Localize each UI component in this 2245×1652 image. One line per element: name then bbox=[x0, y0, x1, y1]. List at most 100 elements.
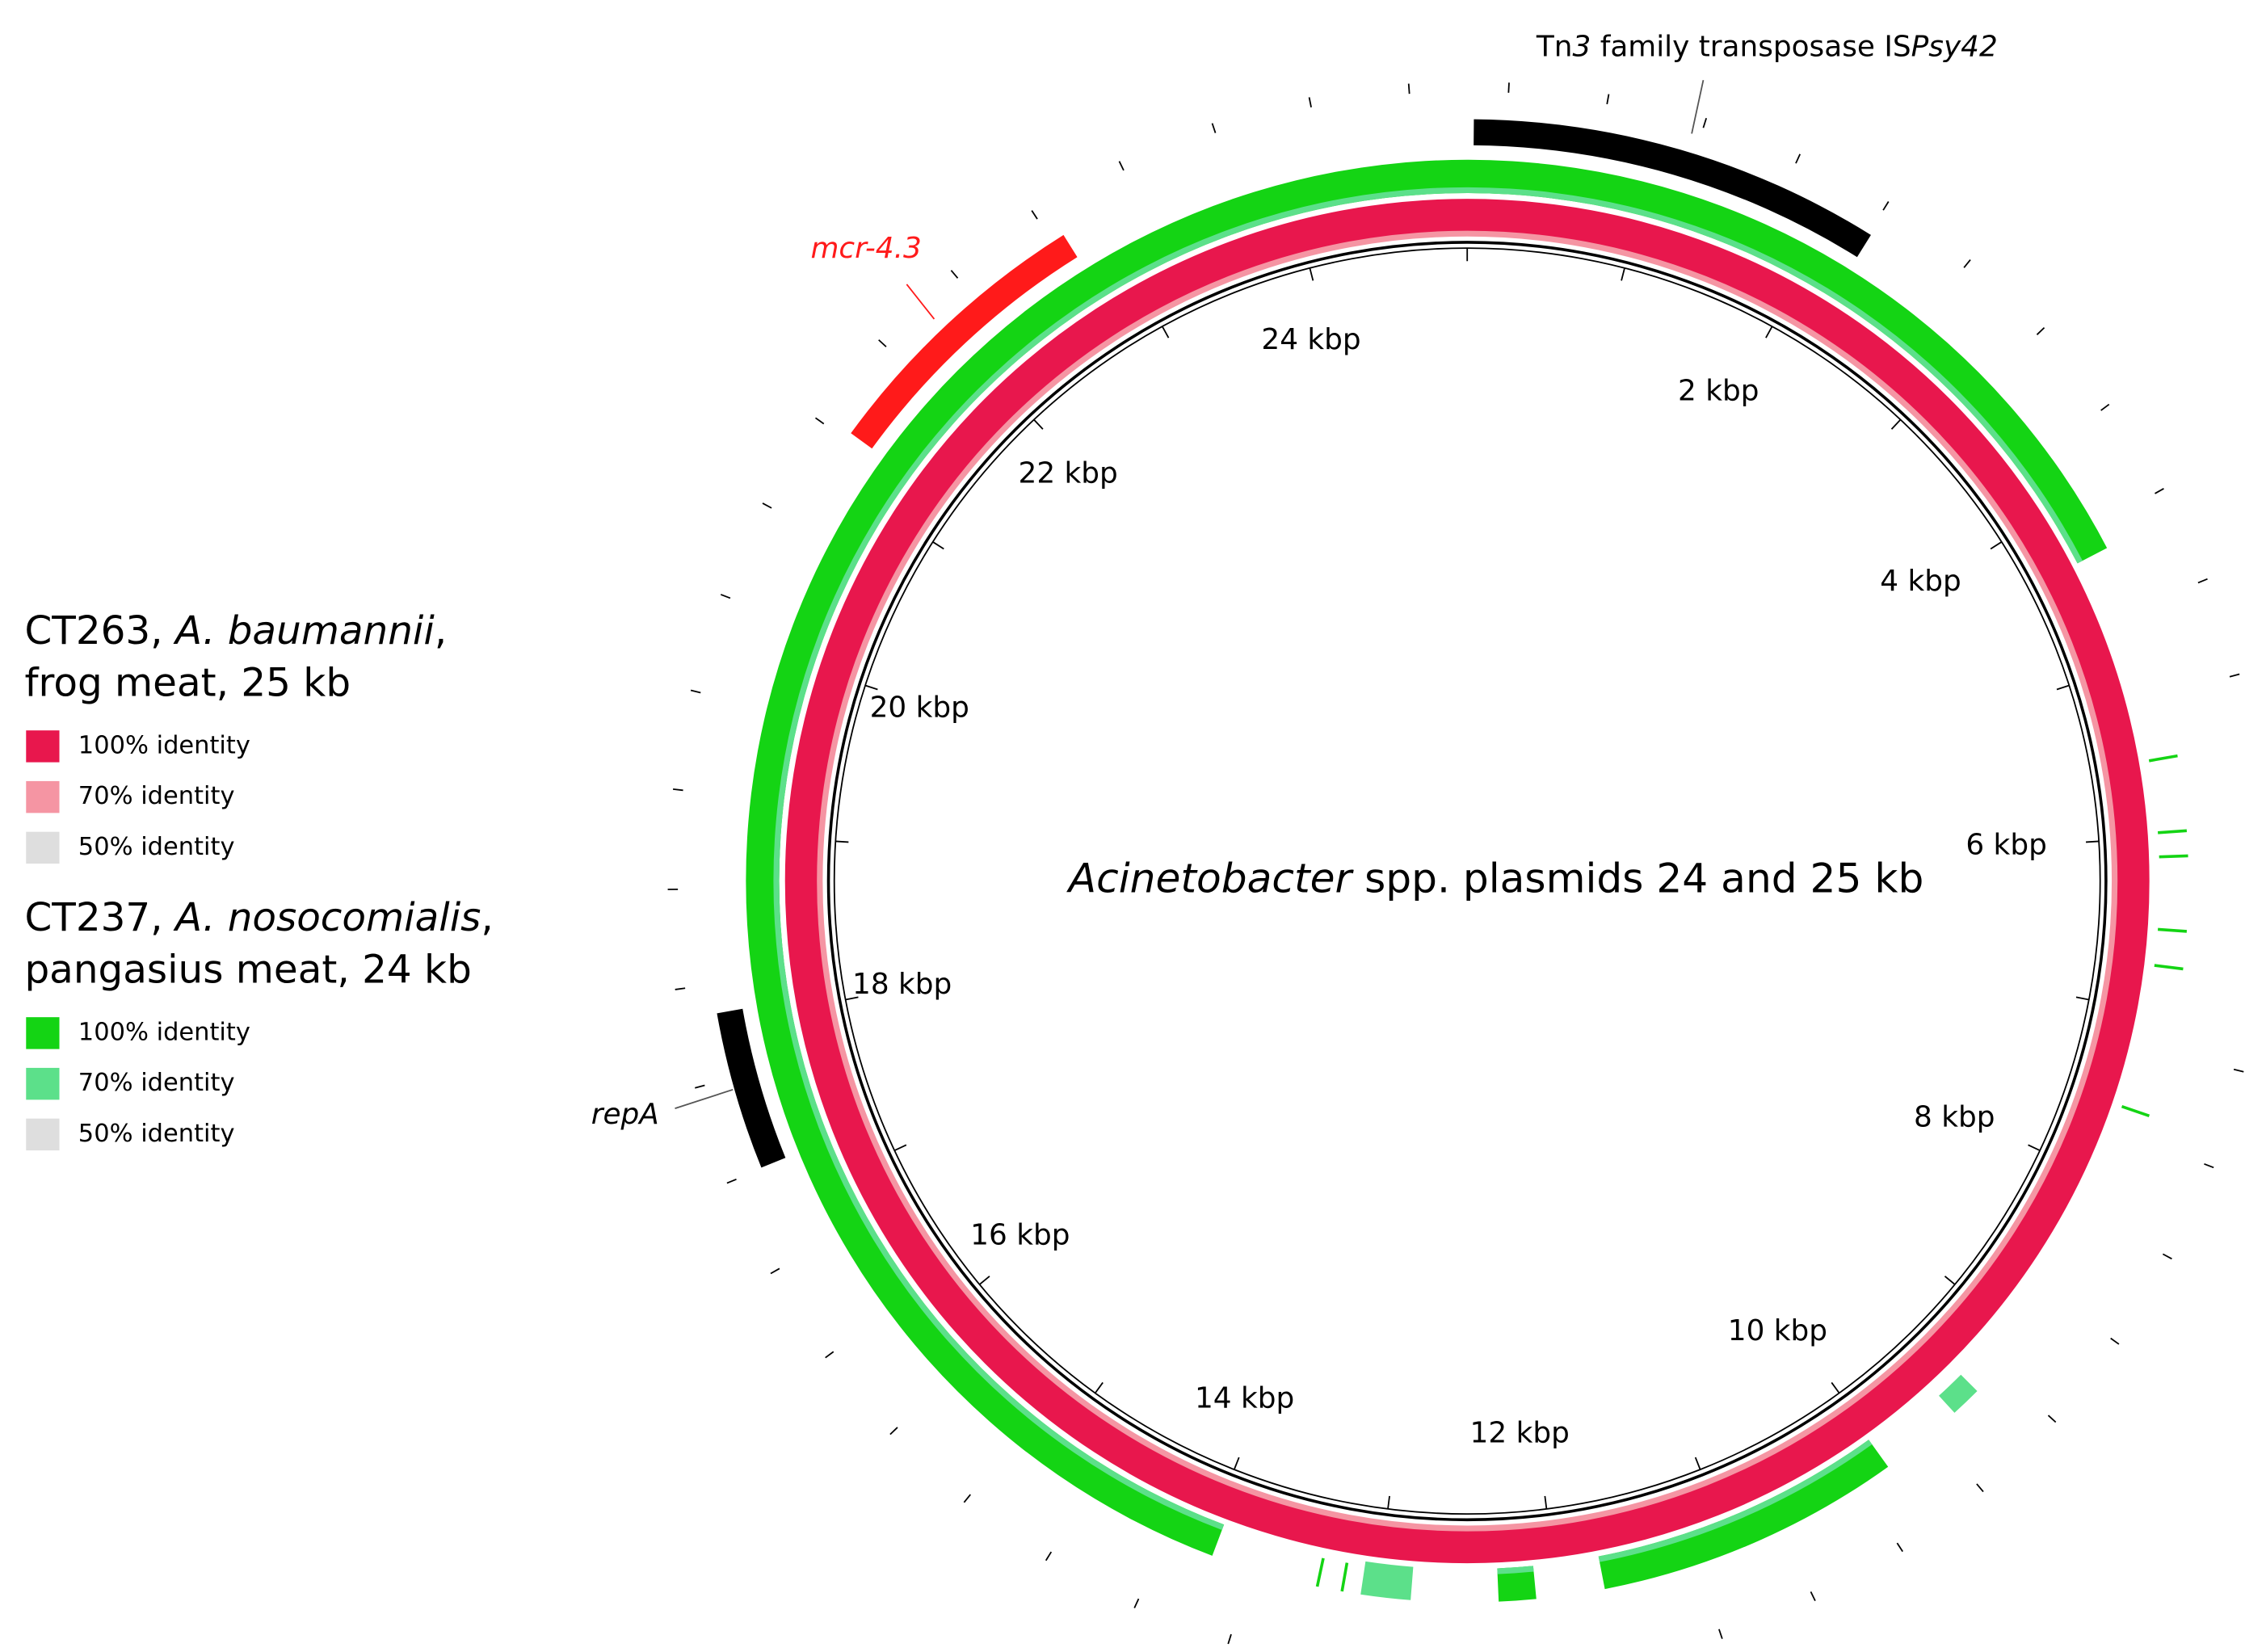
legend-title: CT263, A. baumannii, bbox=[24, 608, 447, 654]
outer-tick bbox=[1810, 1591, 1816, 1602]
inner-tick bbox=[2086, 840, 2100, 843]
inner-tick bbox=[932, 541, 944, 550]
outer-tick bbox=[770, 1267, 780, 1275]
inner-tick bbox=[893, 1144, 907, 1152]
outer-tick bbox=[2155, 488, 2164, 494]
outer-tick bbox=[1507, 82, 1510, 93]
legend-swatch bbox=[26, 780, 60, 813]
ring-ct237-hit bbox=[1315, 1557, 1325, 1587]
outer-tick bbox=[825, 1351, 835, 1359]
feature-label-run: 3 bbox=[1573, 31, 1591, 64]
feature-label-run: Tn bbox=[1536, 31, 1573, 64]
outer-tick bbox=[2204, 1162, 2214, 1169]
inner-tick bbox=[2075, 996, 2089, 1001]
ring-ct237-segment bbox=[1497, 1566, 1537, 1602]
outer-tick bbox=[1031, 210, 1038, 220]
position-label: 10 kbp bbox=[1728, 1314, 1827, 1347]
feature-arc bbox=[717, 1008, 786, 1168]
position-label: 20 kbp bbox=[870, 691, 969, 724]
inner-tick bbox=[2056, 684, 2070, 691]
position-label: 4 kbp bbox=[1880, 565, 1961, 598]
legend-swatch bbox=[26, 1067, 60, 1100]
outer-tick bbox=[950, 270, 959, 279]
inner-tick bbox=[1544, 1495, 1548, 1510]
outer-tick bbox=[1963, 259, 1971, 268]
feature-label: repA bbox=[591, 1098, 659, 1131]
ring-ct237-segment bbox=[1360, 1561, 1414, 1600]
outer-tick bbox=[1045, 1551, 1053, 1562]
ring-ct237-hit bbox=[2158, 829, 2188, 834]
legend-label: 100% identity bbox=[78, 1018, 250, 1046]
outer-tick bbox=[963, 1494, 971, 1503]
outer-tick bbox=[1606, 94, 1610, 105]
legend-label: 70% identity bbox=[78, 1069, 235, 1097]
outer-tick bbox=[672, 788, 683, 792]
position-label: 24 kbp bbox=[1261, 323, 1360, 356]
legend-swatch bbox=[26, 831, 60, 864]
outer-tick bbox=[1118, 161, 1125, 171]
position-label: 22 kbp bbox=[1019, 456, 1118, 490]
feature-leader bbox=[1691, 79, 1705, 134]
outer-tick bbox=[1308, 97, 1312, 107]
outer-tick bbox=[2162, 1253, 2172, 1260]
outer-tick bbox=[1211, 123, 1217, 133]
outer-tick bbox=[814, 417, 825, 425]
outer-tick bbox=[762, 502, 772, 509]
inner-tick bbox=[864, 684, 878, 691]
outer-tick bbox=[1133, 1598, 1140, 1608]
legend-title-run: CT237, bbox=[24, 895, 174, 940]
ring-ct263-edge bbox=[817, 230, 2118, 1532]
inner-tick bbox=[1990, 541, 2003, 550]
legend-title-run: A. nosocomialis bbox=[173, 895, 481, 940]
inner-tick bbox=[1944, 1276, 1956, 1285]
outer-tick bbox=[2100, 403, 2110, 411]
outer-tick bbox=[1702, 117, 1708, 128]
inner-tick bbox=[2028, 1144, 2041, 1152]
position-label: 18 kbp bbox=[852, 968, 952, 1001]
legend-label: 50% identity bbox=[78, 833, 235, 861]
ring-ct237-hit bbox=[1340, 1562, 1349, 1592]
legend-swatch bbox=[26, 730, 60, 763]
outer-tick bbox=[1882, 201, 1890, 211]
feature-label: mcr-4.3 bbox=[810, 232, 921, 265]
outer-tick bbox=[1896, 1542, 1903, 1553]
inner-tick bbox=[978, 1276, 990, 1285]
outer-tick bbox=[1227, 1633, 1232, 1645]
inner-tick bbox=[1233, 1457, 1240, 1470]
ring-ct237-hit bbox=[2148, 754, 2178, 763]
position-label: 6 kbp bbox=[1965, 828, 2046, 861]
outer-tick bbox=[878, 339, 887, 347]
ring-ct237-hit bbox=[2158, 927, 2188, 933]
map-title-run: spp. plasmids 24 and 25 kb bbox=[1352, 854, 1923, 902]
outer-tick bbox=[675, 987, 686, 990]
inner-tick bbox=[1161, 326, 1170, 338]
outer-tick bbox=[2036, 326, 2045, 335]
feature-label-run: Psy42 bbox=[1911, 31, 1998, 64]
legend-swatch bbox=[26, 1118, 60, 1151]
position-label: 8 kbp bbox=[1914, 1101, 1995, 1134]
feature-arc bbox=[1474, 119, 1871, 258]
outer-tick bbox=[2233, 1068, 2244, 1073]
outer-tick bbox=[889, 1427, 898, 1436]
legend-title: CT237, A. nosocomialis, bbox=[24, 895, 493, 940]
inner-tick bbox=[1765, 326, 1773, 338]
outer-tick bbox=[1976, 1483, 1984, 1493]
legend-title-run: frog meat, 25 kb bbox=[24, 661, 351, 706]
outer-tick bbox=[1407, 83, 1410, 95]
outer-tick bbox=[1795, 153, 1801, 164]
inner-tick bbox=[1033, 418, 1044, 430]
feature-label-run: repA bbox=[591, 1098, 659, 1131]
outer-tick bbox=[2197, 578, 2208, 584]
position-label: 16 kbp bbox=[970, 1219, 1070, 1252]
position-label: 2 kbp bbox=[1678, 375, 1759, 408]
legend-title-run: , bbox=[435, 608, 447, 654]
legend-title-run: CT263, bbox=[24, 608, 174, 654]
inner-tick bbox=[1890, 418, 1902, 430]
feature-leader bbox=[675, 1088, 734, 1109]
inner-tick bbox=[845, 996, 859, 1001]
legend-title: frog meat, 25 kb bbox=[24, 661, 351, 706]
legend-title-run: A. baumannii bbox=[173, 608, 435, 654]
outer-tick bbox=[2229, 673, 2240, 678]
